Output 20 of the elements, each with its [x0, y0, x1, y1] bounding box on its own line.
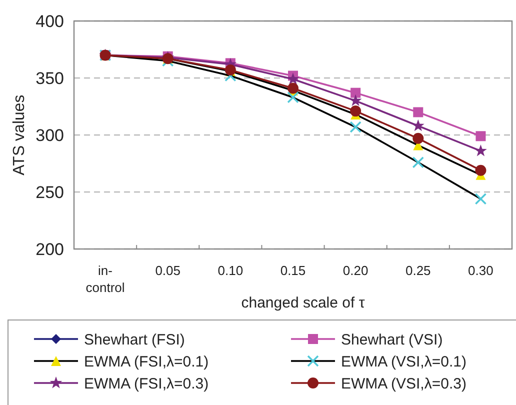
y-tick-label: 200 — [36, 240, 64, 259]
x-tick-label: 0.20 — [342, 263, 368, 278]
legend-label: EWMA (FSI,λ=0.3) — [84, 375, 209, 392]
legend-label: EWMA (VSI,λ=0.1) — [341, 353, 466, 370]
y-axis-title: ATS values — [11, 94, 28, 176]
x-axis-title: changed scale of τ — [241, 294, 365, 312]
y-tick-label: 350 — [36, 68, 64, 88]
x-tick-label: 0.25 — [405, 263, 431, 278]
legend-label: Shewhart (VSI) — [341, 331, 443, 348]
y-tick-label: 300 — [36, 126, 64, 145]
x-tick-label: 0.15 — [280, 263, 306, 278]
legend-label: EWMA (VSI,λ=0.3) — [341, 375, 466, 392]
x-tick-label: 0.10 — [218, 263, 244, 278]
legend-label: EWMA (FSI,λ=0.1) — [84, 353, 209, 370]
x-tick-label: 0.30 — [468, 263, 494, 278]
y-tick-label: 250 — [36, 182, 64, 202]
x-tick-label: 0.05 — [155, 263, 181, 278]
y-tick-label: 400 — [36, 12, 64, 31]
x-tick-label: in- control — [86, 263, 125, 295]
legend-label: Shewhart (FSI) — [84, 331, 185, 348]
